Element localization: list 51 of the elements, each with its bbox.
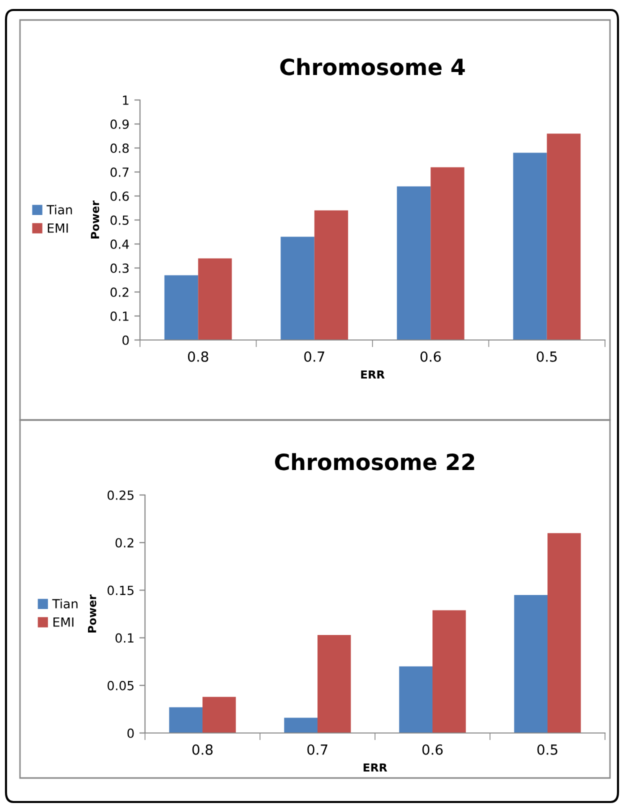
y-tick-label: 0.15 — [108, 586, 134, 596]
bar — [318, 634, 351, 733]
y-tick-label: 0.2 — [116, 538, 134, 548]
bar — [198, 258, 232, 340]
y-axis-title: Power — [90, 200, 100, 239]
bar — [546, 134, 581, 340]
x-axis-title: ERR — [364, 763, 388, 772]
y-tick-label: 0.1 — [110, 311, 128, 321]
y-tick-label: 0.25 — [108, 490, 134, 500]
legend-label: Tian — [46, 204, 72, 214]
x-tick-label: 0.8 — [188, 351, 208, 362]
bar — [284, 718, 318, 733]
bar — [280, 236, 314, 340]
x-tick-label: 0.5 — [536, 351, 557, 362]
y-tick-label: 1 — [123, 96, 128, 105]
x-tick-label: 0.6 — [420, 351, 441, 362]
y-tick-label: 0.2 — [110, 287, 128, 297]
x-axis-title: ERR — [361, 370, 385, 379]
x-tick-label: 0.8 — [192, 744, 213, 755]
x-tick-label: 0.7 — [304, 351, 324, 362]
bar — [164, 275, 198, 340]
chart-title: Chromosome 4 — [280, 58, 465, 76]
x-tick-label: 0.7 — [307, 744, 328, 755]
y-tick-label: 0.7 — [110, 167, 129, 177]
bar — [169, 707, 202, 733]
bar — [202, 696, 236, 733]
y-tick-label: 0 — [127, 728, 134, 738]
y-tick-label: 0.4 — [110, 239, 129, 249]
legend-label: EMI — [48, 224, 68, 233]
bar — [430, 167, 464, 340]
y-tick-label: 0.9 — [110, 119, 129, 129]
y-tick-label: 0.6 — [110, 191, 129, 201]
y-tick-label: 0.05 — [108, 680, 134, 690]
y-axis-title: Power — [88, 594, 96, 633]
y-tick-label: 0.5 — [110, 215, 128, 225]
chart-title: Chromosome 22 — [275, 453, 474, 470]
bar — [396, 186, 431, 340]
bar — [399, 666, 432, 733]
legend-label: Tian — [52, 598, 78, 608]
x-tick-label: 0.6 — [422, 744, 443, 755]
y-tick-label: 0.3 — [110, 263, 129, 273]
bar — [514, 594, 548, 733]
y-tick-label: 0 — [122, 335, 129, 345]
bar — [548, 533, 581, 733]
bar — [513, 152, 547, 340]
y-tick-label: 0.8 — [110, 143, 129, 153]
x-tick-label: 0.5 — [537, 744, 558, 755]
y-tick-label: 0.1 — [116, 633, 134, 643]
bar — [314, 210, 348, 340]
legend-label: EMI — [53, 618, 74, 627]
bar — [432, 610, 466, 733]
